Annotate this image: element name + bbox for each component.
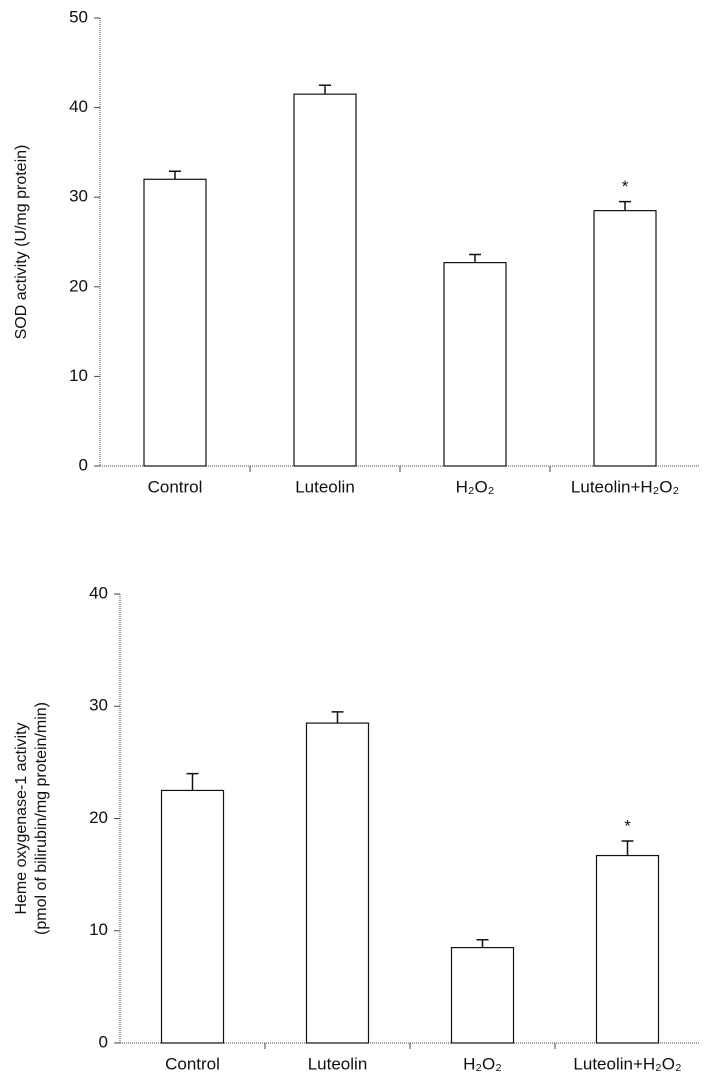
error-bar [619, 202, 631, 211]
x-tick-label: Control [148, 477, 203, 496]
x-tick-label: H₂O₂ [456, 477, 495, 496]
y-tick-label: 30 [89, 696, 108, 715]
bar [307, 723, 369, 1043]
bar [594, 211, 656, 466]
bar [597, 856, 659, 1043]
error-bar [622, 841, 634, 856]
y-tick-label: 0 [99, 1032, 108, 1051]
x-tick-label: Luteolin+H₂O₂ [571, 477, 679, 496]
y-axis-label: SOD activity (U/mg protein) [13, 145, 30, 340]
significance-mark: * [622, 177, 629, 196]
y-tick-label: 40 [69, 97, 88, 116]
x-tick-label: Luteolin+H₂O₂ [573, 1054, 681, 1073]
y-tick-label: 20 [89, 808, 108, 827]
error-bar [332, 712, 344, 723]
bar [452, 948, 514, 1043]
error-bar [319, 85, 331, 94]
error-bar [169, 171, 181, 179]
y-tick-label: 10 [69, 366, 88, 385]
bar [444, 263, 506, 466]
y-tick-label: 10 [89, 920, 108, 939]
significance-mark: * [624, 816, 631, 835]
y-axis-label: (pmol of bilirubin/mg protein/min) [33, 702, 50, 935]
error-bar [477, 940, 489, 948]
bar [144, 179, 206, 466]
y-tick-label: 50 [69, 7, 88, 26]
error-bar [469, 255, 481, 263]
y-axis-label: Heme oxygenase-1 activity [13, 722, 30, 914]
bar [162, 790, 224, 1043]
y-tick-label: 40 [89, 583, 108, 602]
y-tick-label: 20 [69, 276, 88, 295]
error-bar [187, 774, 199, 791]
bar [294, 94, 356, 466]
x-tick-label: Control [165, 1054, 220, 1073]
figure: 0 10 20 30 40 50 SOD activity (U/mg protein) Co… [0, 0, 710, 1078]
x-tick-label: Luteolin [308, 1054, 368, 1073]
y-tick-label: 0 [79, 455, 88, 474]
y-tick-label: 30 [69, 187, 88, 206]
x-tick-label: Luteolin [295, 477, 355, 496]
x-tick-label: H₂O₂ [463, 1054, 502, 1073]
